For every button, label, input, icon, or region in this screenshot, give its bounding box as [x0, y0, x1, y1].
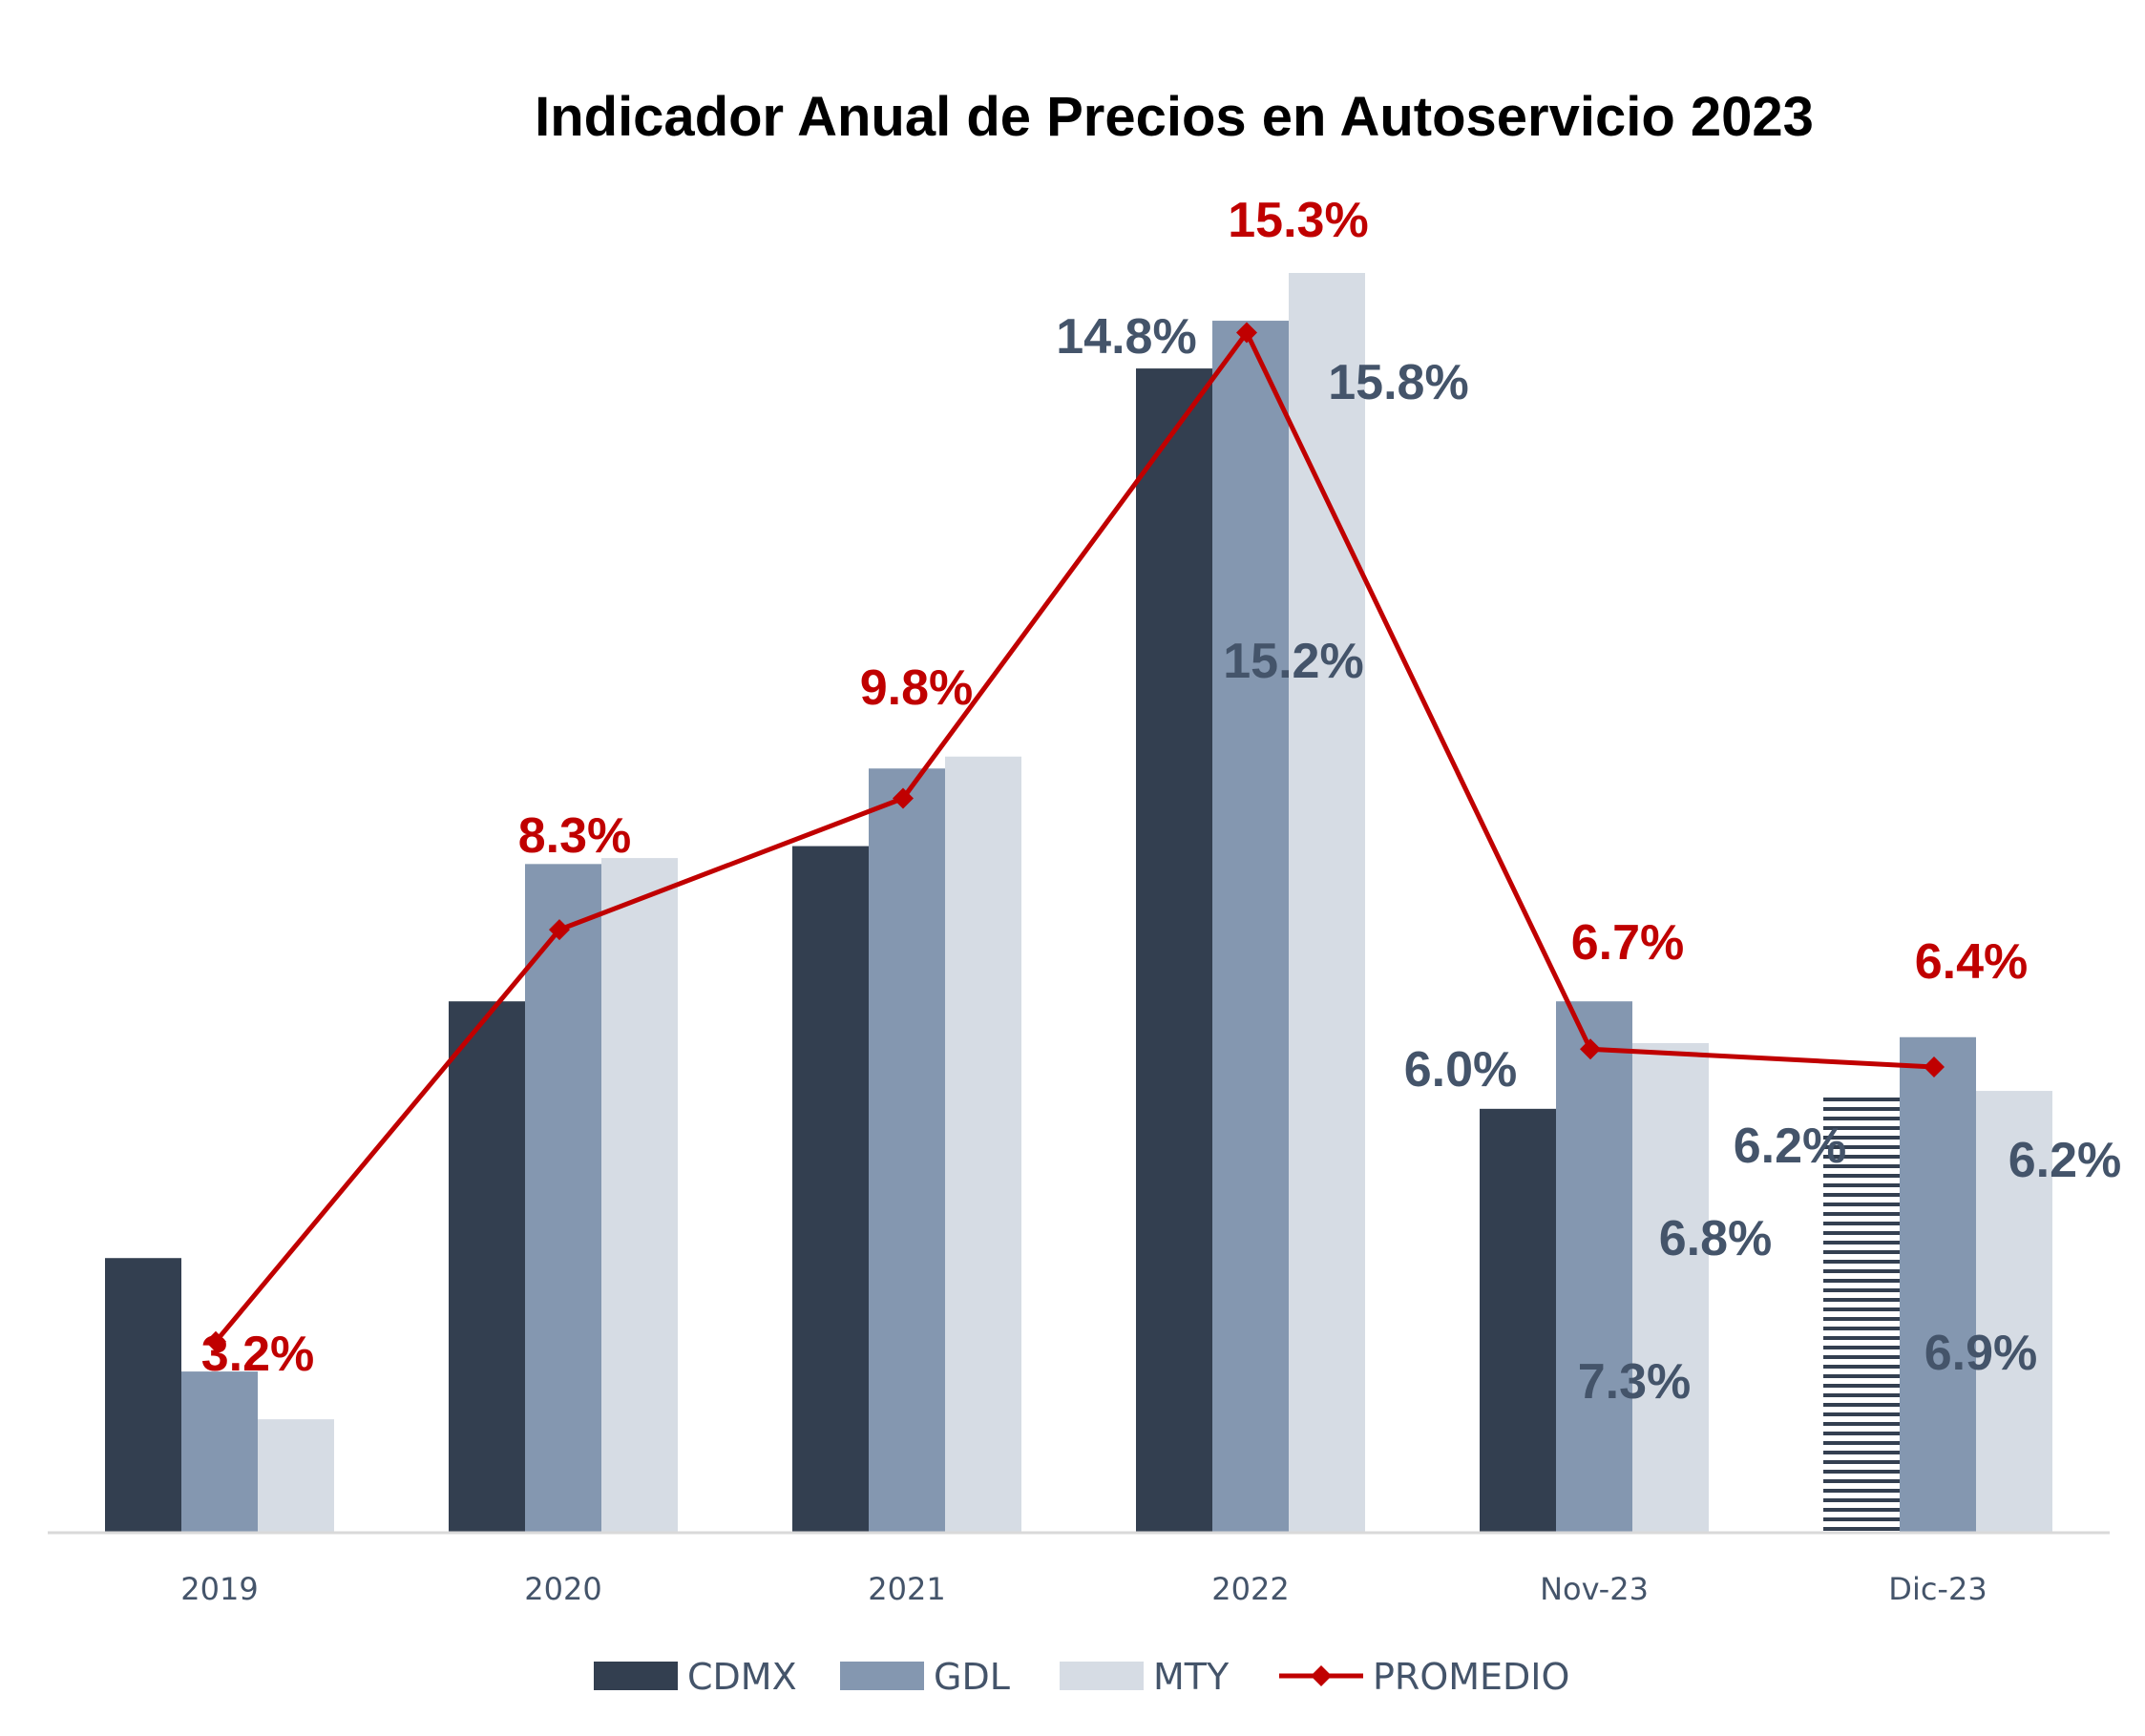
legend-label-cdmx: CDMX — [687, 1656, 797, 1698]
bar-cdmx-2022 — [1136, 368, 1212, 1534]
bar-gdl-2019 — [181, 1371, 258, 1533]
bar-cdmx-nov-23 — [1480, 1108, 1556, 1533]
promedio-marker-nov-23 — [1580, 1038, 1601, 1060]
promedio-marker-2022 — [1236, 322, 1257, 344]
promedio-line-layer — [205, 322, 1945, 1352]
bar-cdmx-2020 — [449, 1001, 525, 1533]
bar-gdl-nov-23 — [1556, 1001, 1632, 1533]
legend-swatch-cdmx — [594, 1662, 678, 1690]
legend-swatch-promedio-marker — [1311, 1665, 1332, 1686]
promedio-marker-2020 — [549, 919, 570, 941]
bar-mty-2020 — [601, 858, 678, 1533]
label-mty-dic-23: 6.2% — [2008, 1133, 2122, 1188]
x-tick-labels: 2019 2020 2021 2022 Nov-23 Dic-23 — [180, 1571, 1987, 1607]
promedio-marker-dic-23 — [1924, 1056, 1945, 1078]
bar-mty-2019 — [258, 1419, 334, 1533]
bar-gdl-dic-23 — [1900, 1036, 1976, 1533]
label-cdmx-2022: 14.8% — [1056, 309, 1196, 365]
legend-swatch-gdl — [840, 1662, 924, 1690]
x-tick-2019: 2019 — [180, 1571, 258, 1607]
legend-swatch-mty — [1060, 1662, 1144, 1690]
label-cdmx-dic-23: 6.2% — [1734, 1119, 1847, 1174]
bar-mty-2022 — [1289, 273, 1365, 1533]
x-tick-2020: 2020 — [524, 1571, 601, 1607]
data-labels: 3.2% 8.3% 9.8% 15.3% 6.7% 6.4% 14.8% 6.0% 6.2% 15… — [201, 193, 2122, 1410]
label-cdmx-nov-23: 6.0% — [1404, 1042, 1518, 1098]
bar-cdmx-2019 — [105, 1258, 181, 1533]
promedio-marker-2021 — [893, 787, 914, 809]
legend: CDMX GDL MTY PROMEDIO — [594, 1656, 1569, 1698]
bar-mty-nov-23 — [1632, 1043, 1709, 1533]
promedio-line — [214, 327, 1935, 1344]
legend-label-mty: MTY — [1153, 1656, 1230, 1698]
x-tick-dic-23: Dic-23 — [1888, 1571, 1987, 1607]
label-mty-2022: 15.8% — [1328, 355, 1468, 410]
x-tick-nov-23: Nov-23 — [1540, 1571, 1649, 1607]
legend-label-gdl: GDL — [934, 1656, 1010, 1698]
label-mty-nov-23: 6.8% — [1659, 1211, 1773, 1266]
bar-gdl-2022 — [1212, 321, 1289, 1534]
bar-mty-2021 — [945, 756, 1021, 1533]
bar-mty-dic-23 — [1976, 1091, 2052, 1533]
promedio-label-2020: 8.3% — [518, 808, 632, 864]
promedio-label-2022: 15.3% — [1228, 193, 1368, 248]
promedio-label-dic-23: 6.4% — [1915, 934, 2029, 990]
chart-title: Indicador Anual de Precios en Autoservic… — [535, 86, 1814, 148]
bar-gdl-2020 — [525, 864, 601, 1533]
x-tick-2022: 2022 — [1211, 1571, 1289, 1607]
promedio-label-2021: 9.8% — [860, 660, 974, 716]
bar-cdmx-dic-23 — [1823, 1097, 1900, 1533]
promedio-marker-2019 — [205, 1330, 226, 1352]
label-gdl-dic-23: 6.9% — [1924, 1326, 2038, 1381]
bars-layer — [105, 273, 2052, 1534]
bar-cdmx-2021 — [792, 846, 869, 1533]
label-gdl-2022: 15.2% — [1223, 634, 1363, 689]
legend-label-promedio: PROMEDIO — [1373, 1656, 1569, 1698]
promedio-label-2019: 3.2% — [201, 1327, 315, 1382]
label-gdl-nov-23: 7.3% — [1578, 1354, 1692, 1410]
promedio-label-nov-23: 6.7% — [1571, 915, 1685, 971]
x-tick-2021: 2021 — [868, 1571, 945, 1607]
bar-gdl-2021 — [869, 768, 945, 1533]
